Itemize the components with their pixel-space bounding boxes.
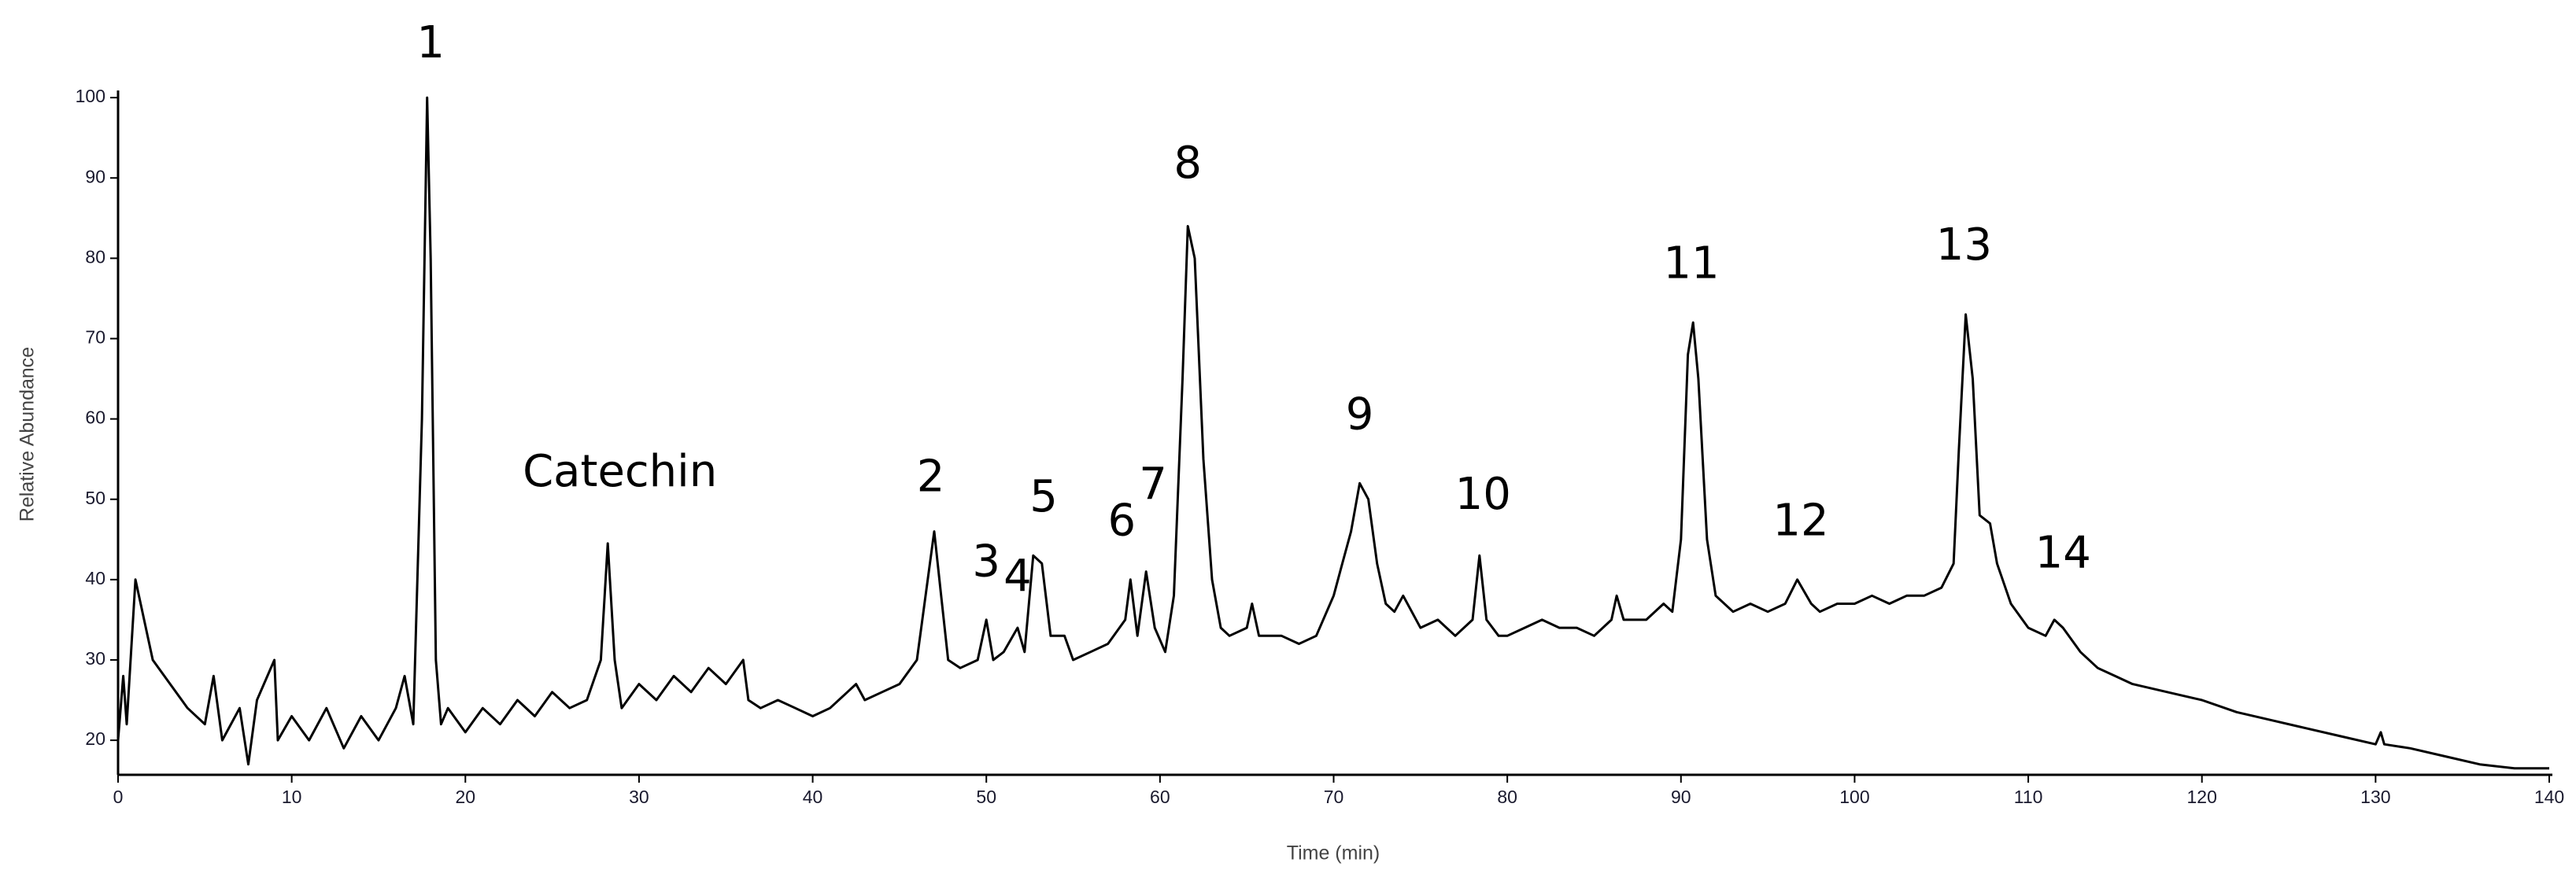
peak-label: 11 — [1663, 238, 1719, 289]
trace-line — [116, 96, 2549, 770]
x-tick-label: 80 — [1497, 787, 1517, 807]
peak-label: 10 — [1455, 469, 1511, 520]
peak-label: 7 — [1139, 459, 1167, 511]
y-tick-label: 30 — [85, 648, 105, 669]
y-tick-label: 40 — [85, 568, 105, 588]
x-tick-label: 10 — [282, 787, 302, 807]
peak-label: 6 — [1107, 495, 1136, 546]
x-tick-label: 0 — [113, 787, 124, 807]
y-tick-label: 20 — [85, 728, 105, 749]
y-tick-label: 70 — [85, 327, 105, 348]
x-tick-label: 100 — [1839, 787, 1869, 807]
x-tick-label: 90 — [1671, 787, 1691, 807]
peak-label: 9 — [1346, 389, 1374, 440]
peak-label: 1 — [416, 17, 445, 68]
x-tick-label: 70 — [1324, 787, 1344, 807]
x-tick-label: 50 — [976, 787, 996, 807]
peak-label: 3 — [972, 536, 1000, 588]
peak-label: Catechin — [523, 446, 717, 497]
peak-label: 8 — [1173, 138, 1202, 189]
y-tick-label: 80 — [85, 246, 105, 267]
peak-label: 4 — [1003, 551, 1032, 602]
x-tick-label: 60 — [1150, 787, 1170, 807]
x-tick-label: 20 — [455, 787, 475, 807]
x-tick-label: 40 — [803, 787, 823, 807]
peak-label: 2 — [917, 451, 945, 502]
x-tick-label: 130 — [2360, 787, 2390, 807]
y-axis-title: Relative Abundance — [17, 347, 39, 522]
y-tick-label: 60 — [85, 407, 105, 428]
x-tick-label: 30 — [629, 787, 649, 807]
x-axis-title: Time (min) — [1287, 842, 1380, 864]
y-tick-label: 50 — [85, 488, 105, 508]
peak-label: 5 — [1029, 471, 1058, 522]
peak-label: 14 — [2035, 527, 2091, 578]
y-tick-label: 90 — [85, 166, 105, 186]
x-tick-label: 120 — [2187, 787, 2217, 807]
x-tick-label: 140 — [2534, 787, 2564, 807]
y-tick-label: 100 — [76, 86, 105, 106]
peak-label: 12 — [1772, 495, 1828, 546]
x-tick-label: 110 — [2014, 787, 2043, 807]
peak-label: 13 — [1936, 219, 1992, 271]
